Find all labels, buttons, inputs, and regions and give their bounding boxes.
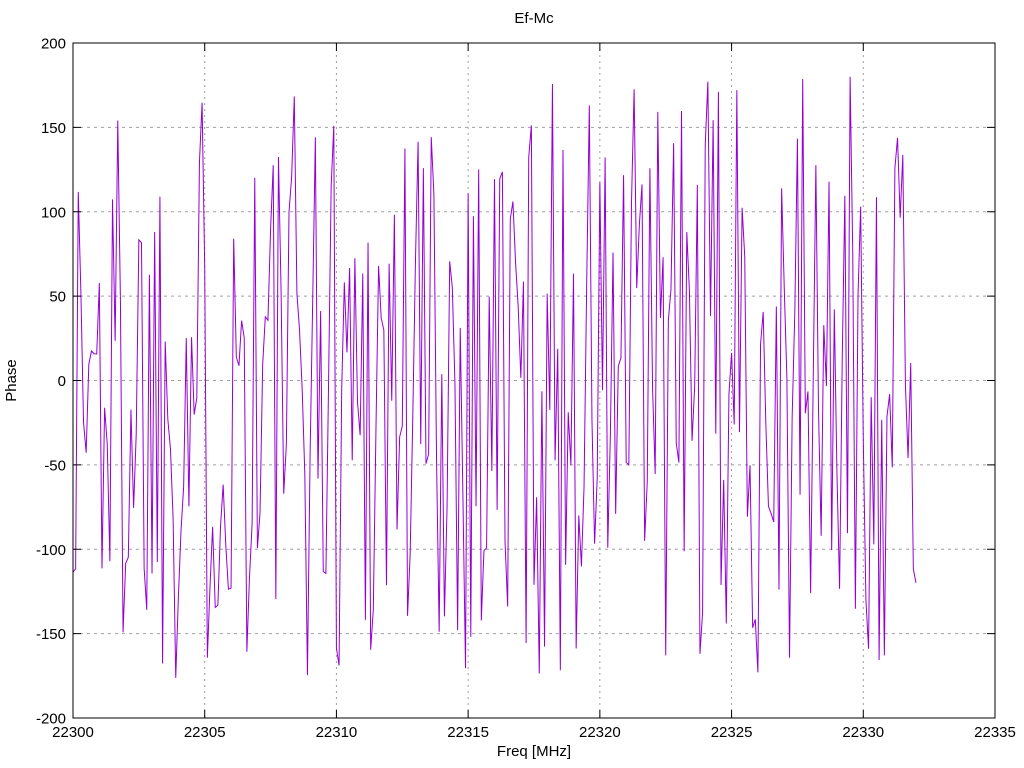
y-tick-label: 150 <box>41 120 66 137</box>
axis-ticks <box>72 42 996 719</box>
y-tick-label: 100 <box>41 204 66 221</box>
chart-title: Ef-Mc <box>514 10 554 27</box>
y-tick-label: 200 <box>41 36 66 53</box>
x-tick-label: 22315 <box>447 724 489 741</box>
y-tick-label: -50 <box>44 457 66 474</box>
data-series-line <box>72 76 917 678</box>
y-axis-label: Phase <box>3 359 20 402</box>
plot-border <box>72 42 996 719</box>
y-tick-label: -200 <box>36 711 66 728</box>
axis-tick-labels: 22300 22305 22310 22315 22320 22325 22330 22335… <box>36 36 1016 742</box>
x-axis-label: Freq [MHz] <box>497 743 571 760</box>
y-tick-label: 0 <box>58 373 66 390</box>
x-tick-label: 22310 <box>316 724 358 741</box>
x-tick-label: 22335 <box>974 724 1016 741</box>
y-tick-label: -150 <box>36 626 66 643</box>
x-tick-label: 22320 <box>579 724 621 741</box>
x-tick-label: 22300 <box>52 724 94 741</box>
x-tick-label: 22325 <box>711 724 753 741</box>
grid-lines <box>73 43 995 718</box>
x-tick-label: 22305 <box>184 724 226 741</box>
x-tick-label: 22330 <box>842 724 884 741</box>
y-tick-label: -100 <box>36 542 66 559</box>
y-tick-label: 50 <box>49 289 66 306</box>
